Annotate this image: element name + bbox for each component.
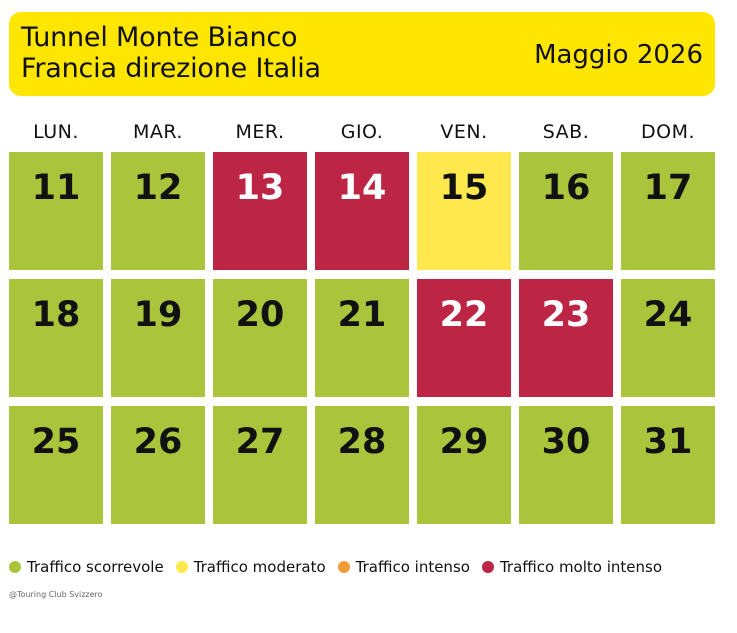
calendar-day-cell: 19 — [111, 279, 205, 397]
day-number: 20 — [235, 295, 285, 335]
weekday-label: GIO. — [340, 121, 384, 143]
legend-color-dot-icon — [9, 561, 21, 573]
day-number: 13 — [235, 168, 285, 208]
calendar-day-cell: 28 — [315, 406, 409, 524]
day-number: 14 — [337, 168, 387, 208]
weekday-label: VEN. — [440, 121, 488, 143]
calendar-day-cell: 12 — [111, 152, 205, 270]
day-number: 19 — [133, 295, 183, 335]
day-number: 16 — [541, 168, 591, 208]
calendar-day-cell: 16 — [519, 152, 613, 270]
calendar-day-cell: 11 — [9, 152, 103, 270]
title-line-1: Tunnel Monte Bianco — [21, 22, 298, 53]
day-number: 27 — [235, 422, 285, 462]
weekday-header-row: LUN. MAR. MER. GIO. VEN. SAB. DOM. — [9, 118, 715, 148]
weekday-label: SAB. — [542, 121, 590, 143]
header-banner: Tunnel Monte Bianco Francia direzione It… — [9, 12, 715, 96]
legend-color-dot-icon — [175, 561, 188, 573]
calendar-day-cell: 23 — [519, 279, 613, 397]
calendar-day-cell: 25 — [9, 406, 103, 524]
calendar-day-cell: 26 — [111, 406, 205, 524]
day-number: 26 — [133, 422, 183, 462]
credit-text: @Touring Club Svizzero — [9, 590, 103, 599]
calendar-day-cell: 14 — [315, 152, 409, 270]
calendar-day-cell: 13 — [213, 152, 307, 270]
legend-color-dot-icon — [337, 561, 350, 573]
day-number: 22 — [439, 295, 489, 335]
day-number: 23 — [541, 295, 591, 335]
legend-label: Traffico molto intenso — [499, 558, 663, 576]
legend-item: Traffico molto intenso — [481, 556, 663, 578]
calendar-day-cell: 20 — [213, 279, 307, 397]
calendar-day-cell: 31 — [621, 406, 715, 524]
day-number: 12 — [133, 168, 183, 208]
legend-label: Traffico intenso — [355, 558, 470, 576]
day-number: 24 — [643, 295, 693, 335]
page-title: Tunnel Monte Bianco Francia direzione It… — [21, 22, 321, 84]
calendar-day-cell: 17 — [621, 152, 715, 270]
weekday-label: MAR. — [133, 121, 183, 143]
calendar-day-cell: 30 — [519, 406, 613, 524]
traffic-legend: Traffico scorrevole Traffico moderato Traf… — [9, 556, 674, 578]
day-number: 30 — [541, 422, 591, 462]
legend-color-dot-icon — [481, 561, 494, 573]
day-number: 15 — [439, 168, 489, 208]
day-number: 28 — [337, 422, 387, 462]
weekday-label: MER. — [235, 121, 285, 143]
day-number: 21 — [337, 295, 387, 335]
calendar-day-cell: 22 — [417, 279, 511, 397]
legend-item: Traffico scorrevole — [9, 556, 164, 578]
legend-label: Traffico moderato — [193, 558, 326, 576]
weekday-label: LUN. — [33, 121, 79, 143]
calendar-day-cell: 21 — [315, 279, 409, 397]
calendar-day-cell: 15 — [417, 152, 511, 270]
legend-label: Traffico scorrevole — [27, 558, 164, 576]
legend-item: Traffico intenso — [337, 556, 470, 578]
calendar-day-cell: 18 — [9, 279, 103, 397]
title-line-2: Francia direzione Italia — [21, 53, 321, 84]
day-number: 11 — [31, 168, 81, 208]
calendar-day-cell: 27 — [213, 406, 307, 524]
month-label: Maggio 2026 — [534, 40, 703, 70]
day-number: 25 — [31, 422, 81, 462]
legend-item: Traffico moderato — [175, 556, 326, 578]
day-number: 29 — [439, 422, 489, 462]
calendar-grid: 11 12 13 14 15 16 17 18 19 20 21 22 23 24 25 26 27 28 29 30… — [9, 152, 715, 527]
calendar-day-cell: 29 — [417, 406, 511, 524]
day-number: 18 — [31, 295, 81, 335]
day-number: 31 — [643, 422, 693, 462]
calendar-day-cell: 24 — [621, 279, 715, 397]
weekday-label: DOM. — [640, 121, 696, 143]
day-number: 17 — [643, 168, 693, 208]
